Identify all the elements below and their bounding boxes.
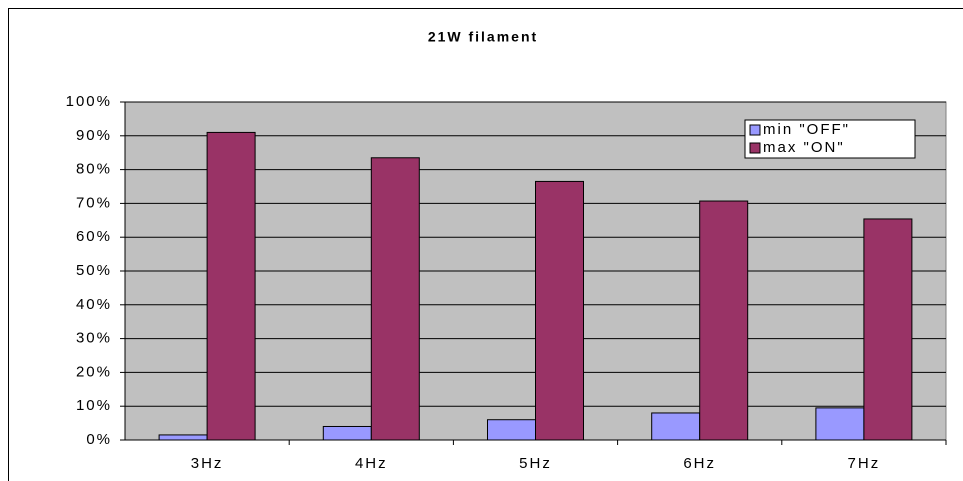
y-tick-label: 20% [76,363,112,380]
x-tick-label: 3Hz [191,455,224,472]
x-tick-label: 6Hz [683,455,716,472]
bar [815,407,865,441]
legend-label: min "OFF" [763,121,850,138]
y-tick-label: 70% [76,194,112,211]
bar [863,218,913,441]
legend-swatch [749,142,761,154]
y-tick-label: 40% [76,296,112,313]
y-tick-label: 50% [76,262,112,279]
legend-box [744,119,916,159]
x-tick-label: 4Hz [355,455,388,472]
y-tick-label: 100% [66,93,112,110]
bar [699,200,749,441]
chart-border [8,8,963,481]
legend-swatch [749,124,761,136]
bar [487,419,536,441]
bar [322,425,372,441]
x-tick-label: 7Hz [848,455,881,472]
bar [651,412,701,441]
y-tick-label: 90% [76,127,112,144]
bar [206,131,256,441]
y-tick-label: 80% [76,161,112,178]
bar [158,434,208,441]
chart-title: 21W filament [428,29,538,45]
y-tick-label: 0% [86,431,112,448]
y-tick-label: 30% [76,330,112,347]
legend-label: max "ON" [763,139,845,156]
x-tick-label: 5Hz [519,455,552,472]
bar [370,157,420,441]
y-tick-label: 60% [76,228,112,245]
bar [535,180,584,441]
y-tick-label: 10% [76,397,112,414]
